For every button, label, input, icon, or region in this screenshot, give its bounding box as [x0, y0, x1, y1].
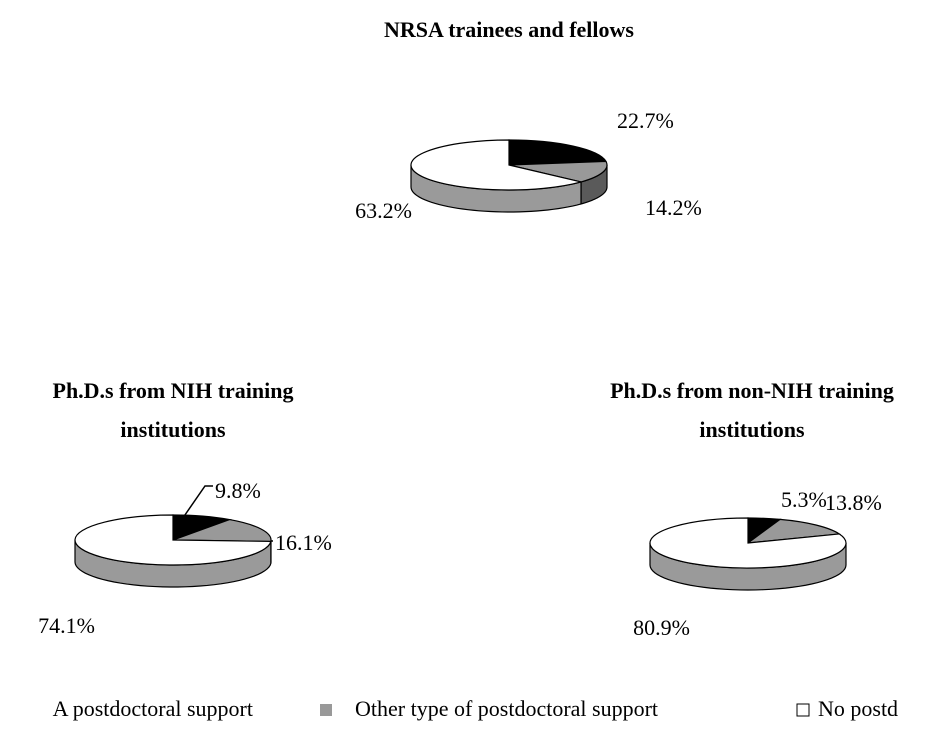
legend-label: Other type of postdoctoral support [355, 696, 658, 721]
chart-title: Ph.D.s from non-NIH training [610, 378, 894, 403]
data-label: 74.1% [38, 613, 95, 638]
data-label: 63.2% [355, 198, 412, 223]
chart-title: NRSA trainees and fellows [384, 17, 634, 42]
legend-label: A postdoctoral support [53, 696, 253, 721]
chart-title: institutions [699, 417, 805, 442]
pie-slice [649, 517, 847, 569]
legend-swatch [796, 703, 810, 717]
pie-slice [745, 518, 842, 544]
legend-label: No postd [818, 696, 898, 721]
pie-slice [410, 139, 582, 191]
data-label: 80.9% [633, 615, 690, 640]
pie-slice [508, 139, 607, 166]
legend-swatch [320, 704, 332, 716]
pie-slice [74, 514, 272, 566]
data-label: 16.1% [275, 530, 332, 555]
pie-slice [508, 160, 608, 183]
data-label: 5.3% [781, 487, 827, 512]
chart-title: institutions [120, 417, 226, 442]
chart-title: Ph.D.s from NIH training [53, 378, 294, 403]
data-label: 13.8% [825, 490, 882, 515]
data-label: 22.7% [617, 108, 674, 133]
pie-slice [172, 518, 272, 543]
data-label: 9.8% [215, 478, 261, 503]
data-label: 14.2% [645, 195, 702, 220]
leader-line [177, 485, 213, 526]
